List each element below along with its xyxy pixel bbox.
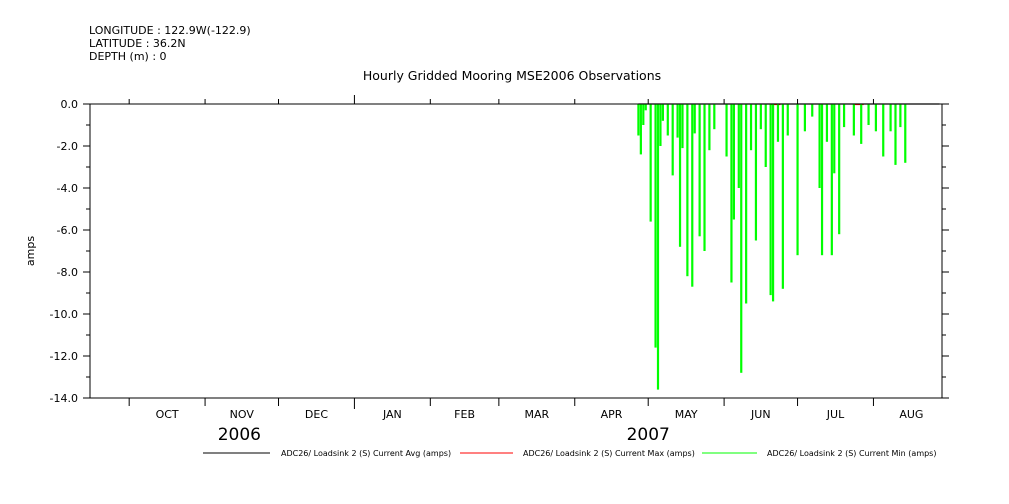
y-tick-label: -14.0 bbox=[50, 392, 78, 405]
x-tick-label: FEB bbox=[454, 408, 475, 421]
series-min-point bbox=[666, 104, 669, 136]
series-min-point bbox=[693, 104, 696, 134]
y-tick-label: -10.0 bbox=[50, 308, 78, 321]
x-tick-label: MAR bbox=[524, 408, 549, 421]
x-tick-label: JAN bbox=[382, 408, 402, 421]
series-min-point bbox=[754, 104, 758, 241]
series-min-point bbox=[691, 104, 694, 287]
series-min-point bbox=[833, 104, 836, 174]
series-min-point bbox=[749, 104, 753, 151]
x-year-label: 2007 bbox=[627, 425, 670, 445]
series-min-point bbox=[759, 104, 762, 130]
series-layer bbox=[637, 103, 940, 390]
series-min-point bbox=[644, 104, 647, 111]
series-min-point bbox=[678, 104, 682, 247]
series-min-point bbox=[681, 104, 684, 149]
x-tick-label: NOV bbox=[230, 408, 255, 421]
series-min-point bbox=[838, 104, 841, 235]
series-min-point bbox=[656, 104, 660, 390]
x-tick-label: JUN bbox=[750, 408, 771, 421]
ticks-layer: 0.0 -2.0 -4.0 -6.0 -8.0 -10.0 -12.0 -14.0 OCT NOV… bbox=[50, 95, 949, 445]
x-tick-label: OCT bbox=[156, 408, 179, 421]
series-min-point bbox=[649, 104, 652, 222]
y-tick-label: 0.0 bbox=[61, 98, 79, 111]
series-min-point bbox=[904, 104, 907, 163]
y-tick-label: -12.0 bbox=[50, 350, 78, 363]
axes-layer bbox=[89, 103, 943, 399]
series-min-point bbox=[708, 104, 711, 151]
series-min-point bbox=[867, 104, 870, 125]
series-min-point bbox=[732, 104, 735, 220]
series-min-point bbox=[713, 104, 716, 130]
series-min-point bbox=[825, 104, 829, 142]
series-min-point bbox=[894, 104, 897, 165]
series-min-point bbox=[637, 104, 640, 136]
y-tick-label: -8.0 bbox=[57, 266, 78, 279]
series-min-point bbox=[771, 104, 775, 302]
legend: ADC26/ Loadsink 2 (S) Current Avg (amps)… bbox=[203, 449, 936, 458]
series-min-point bbox=[764, 104, 767, 167]
series-min-point bbox=[889, 104, 892, 132]
series-min-point bbox=[740, 104, 743, 373]
series-min-point bbox=[659, 104, 662, 146]
series-min-point bbox=[842, 104, 846, 128]
header-depth: DEPTH (m) : 0 bbox=[89, 50, 167, 63]
series-min-point bbox=[639, 104, 642, 155]
legend-label: ADC26/ Loadsink 2 (S) Current Min (amps) bbox=[767, 449, 936, 458]
header-longitude: LONGITUDE : 122.9W(-122.9) bbox=[89, 24, 251, 37]
series-min-point bbox=[796, 104, 799, 256]
series-min-point bbox=[661, 104, 664, 121]
series-min-point bbox=[745, 104, 748, 304]
series-min-point bbox=[811, 104, 814, 117]
series-min-point bbox=[686, 104, 689, 277]
y-tick-label: -4.0 bbox=[57, 182, 78, 195]
series-min-point bbox=[671, 104, 674, 176]
plot-frame bbox=[89, 103, 943, 399]
legend-label: ADC26/ Loadsink 2 (S) Current Avg (amps) bbox=[281, 449, 451, 458]
x-year-label: 2006 bbox=[218, 425, 261, 445]
x-tick-label: APR bbox=[601, 408, 623, 421]
chart-title: Hourly Gridded Mooring MSE2006 Observati… bbox=[363, 68, 661, 83]
series-min-point bbox=[737, 104, 740, 188]
series-min-point bbox=[676, 104, 679, 138]
series-min-point bbox=[786, 104, 789, 136]
series-min-point bbox=[899, 104, 902, 128]
series-min-point bbox=[830, 104, 833, 256]
series-min-point bbox=[820, 104, 824, 256]
series-min-point bbox=[882, 104, 885, 157]
series-min-point bbox=[642, 104, 645, 125]
y-tick-label: -2.0 bbox=[57, 140, 78, 153]
x-tick-label: DEC bbox=[305, 408, 328, 421]
series-min-spikes bbox=[637, 104, 907, 390]
y-axis-label: amps bbox=[24, 236, 37, 266]
header-latitude: LATITUDE : 36.2N bbox=[89, 37, 186, 50]
x-tick-label: JUL bbox=[826, 408, 845, 421]
series-min-point bbox=[818, 104, 821, 188]
series-min-point bbox=[769, 104, 772, 296]
series-min-point bbox=[803, 104, 806, 132]
series-min-point bbox=[874, 104, 877, 132]
series-min-point bbox=[698, 104, 701, 237]
series-min-point bbox=[703, 104, 706, 251]
legend-label: ADC26/ Loadsink 2 (S) Current Max (amps) bbox=[523, 449, 695, 458]
x-tick-label: AUG bbox=[899, 408, 923, 421]
series-min-point bbox=[730, 104, 733, 283]
series-min-point bbox=[654, 104, 657, 348]
y-tick-label: -6.0 bbox=[57, 224, 78, 237]
series-min-point bbox=[776, 104, 780, 142]
series-min-point bbox=[781, 104, 784, 289]
x-tick-label: MAY bbox=[675, 408, 698, 421]
series-min-point bbox=[725, 104, 728, 157]
series-min-point bbox=[860, 104, 863, 144]
series-min-point bbox=[852, 104, 855, 136]
